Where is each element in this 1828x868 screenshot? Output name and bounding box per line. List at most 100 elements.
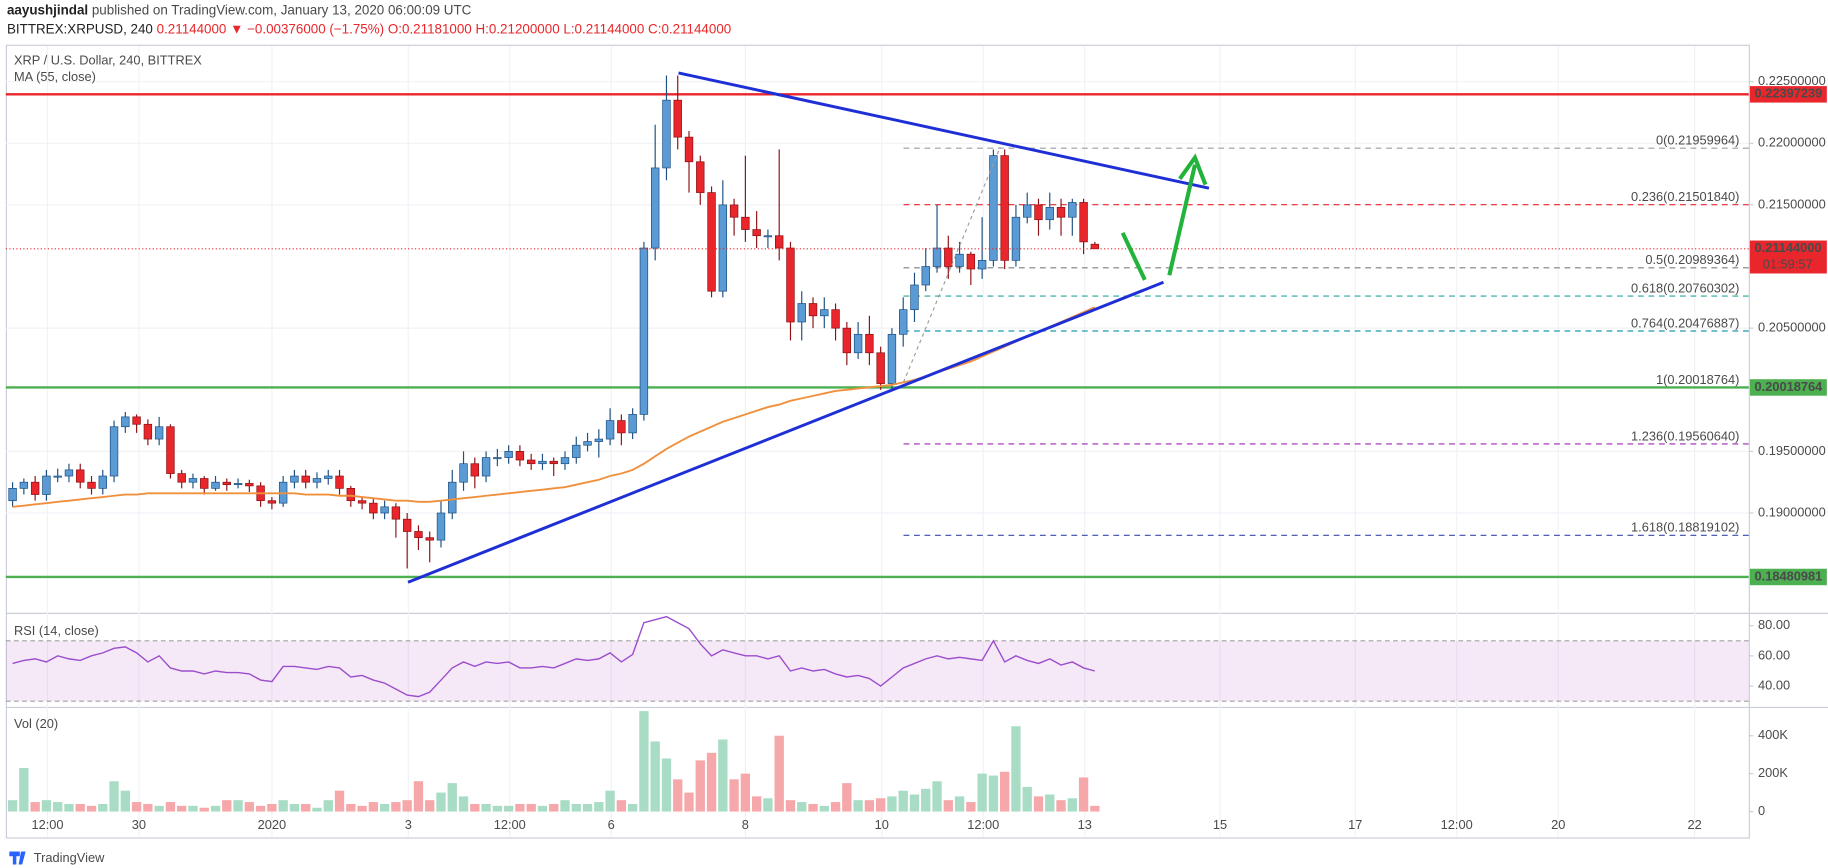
candle-body [797, 303, 806, 323]
x-tick-label: 8 [742, 817, 749, 832]
volume-bar [684, 792, 694, 812]
y-tick-label: 400K [1758, 727, 1788, 742]
candle-body [729, 204, 739, 218]
candle-body [290, 475, 299, 483]
volume-bar [413, 781, 424, 812]
candle-body [53, 475, 62, 478]
volume-bar [357, 805, 367, 812]
candle-body [786, 247, 795, 323]
volume-bar [312, 807, 322, 812]
volume-bar [1045, 794, 1055, 812]
volume-bar [244, 802, 255, 812]
x-tick-label: 17 [1348, 817, 1362, 832]
candle-body [921, 266, 930, 286]
volume-bar [819, 805, 829, 812]
volume-bar [41, 800, 52, 812]
rsi-line [12, 615, 1096, 698]
candle-body [233, 483, 243, 486]
candle-body [459, 463, 468, 483]
level-label: 0.22397239 [1755, 86, 1823, 101]
volume-bar [966, 802, 976, 812]
frame-border [5, 44, 1750, 839]
candle-body [876, 352, 885, 384]
volume-bar [571, 803, 581, 812]
candle-body [1045, 207, 1054, 221]
volume-bar [425, 800, 435, 812]
volume-bar [19, 767, 29, 812]
candle-body [808, 303, 818, 317]
candle-body [853, 333, 863, 354]
candle-body [932, 247, 942, 267]
candle-body [200, 478, 209, 489]
header-line: aayushjindal published on TradingView.co… [7, 2, 472, 17]
candle-body [718, 204, 728, 292]
y-tick-label: 0.21500000 [1758, 196, 1826, 211]
volume-bar [323, 800, 333, 812]
volume-bar [785, 800, 796, 812]
volume-bar [797, 802, 807, 812]
y-tick-label: 0.22000000 [1758, 135, 1826, 150]
y-tick-label: 60.00 [1758, 647, 1790, 662]
candle-body [944, 247, 953, 267]
volume-bar [988, 775, 999, 812]
candle-body [538, 460, 547, 465]
candle-body [64, 469, 74, 477]
candle-body [774, 235, 784, 249]
volume-bar [729, 779, 739, 812]
candle-body [154, 426, 164, 440]
volume-bar [481, 803, 491, 812]
candle-body [707, 192, 716, 292]
volume-bar [391, 802, 401, 812]
volume-bar [1067, 798, 1077, 812]
y-tick-label: 0.19500000 [1758, 443, 1826, 458]
volume-bar [695, 760, 705, 812]
candle-body [222, 481, 231, 486]
volume-bar [875, 798, 886, 812]
candle-body [1011, 216, 1021, 261]
volume-bar [594, 802, 604, 812]
candle-body [98, 475, 107, 489]
volume-bar [909, 794, 920, 812]
volume-bar [86, 805, 97, 812]
volume-bar [864, 800, 875, 812]
candle-body [391, 506, 401, 520]
candle-body [414, 531, 423, 539]
volume-bar [75, 803, 85, 812]
volume-bar [458, 796, 469, 812]
fib-label: 1.236(0.19560640) [1631, 428, 1739, 443]
volume-bar [830, 802, 841, 812]
candle-body [425, 537, 434, 541]
candle-body [696, 161, 705, 193]
volume-bar [222, 800, 232, 812]
volume-bar [661, 758, 672, 812]
candle-body [481, 457, 491, 477]
volume-bar [492, 805, 503, 812]
candle-body [763, 235, 773, 238]
y-tick-label: 0.22500000 [1758, 73, 1826, 88]
candle-body [639, 247, 649, 415]
x-tick-label: 6 [608, 817, 615, 832]
volume-bar [616, 800, 627, 812]
volume-bar [526, 803, 536, 812]
level-badge [1749, 568, 1827, 586]
volume-bar [210, 805, 221, 812]
candle-body [1090, 243, 1100, 250]
fib-label: 0.618(0.20760302) [1631, 280, 1739, 295]
fib-label: 0(0.21959964) [1656, 133, 1739, 148]
x-tick-label: 30 [132, 817, 146, 832]
x-tick-label: 12:00 [31, 817, 63, 832]
volume-bar [402, 800, 412, 812]
volume-bar [943, 800, 953, 812]
volume-bar [143, 803, 153, 812]
candle-body [121, 416, 130, 428]
volume-bar [650, 741, 660, 812]
volume-bar [1090, 805, 1100, 812]
volume-bar [537, 805, 548, 812]
candle-body [8, 488, 17, 502]
x-tick-label: 22 [1687, 817, 1701, 832]
candle-body [346, 488, 355, 502]
candle-body [662, 99, 671, 169]
series-legend: Vol (20) [14, 716, 58, 731]
volume-bar [379, 803, 390, 812]
